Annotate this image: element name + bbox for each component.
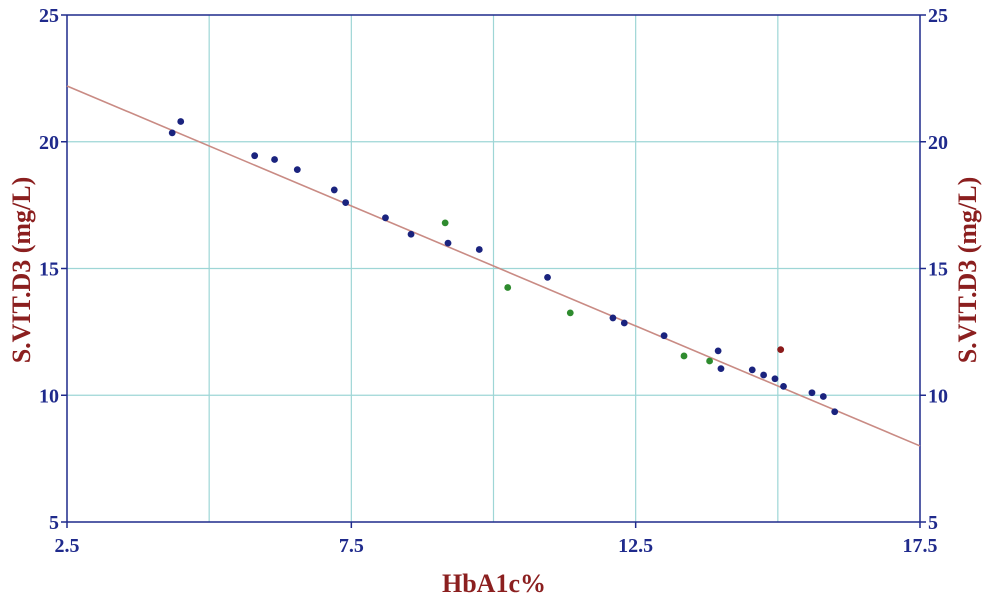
data-point — [777, 346, 785, 354]
data-point — [177, 118, 185, 125]
y-axis-title-right: S.VIT.D3 (mg/L) — [953, 177, 982, 364]
data-point — [441, 219, 449, 227]
y-axis-title-left: S.VIT.D3 (mg/L) — [7, 177, 36, 364]
data-point — [330, 186, 338, 194]
data-point — [382, 214, 389, 222]
trendline — [66, 85, 921, 447]
data-point — [444, 239, 452, 247]
data-point — [714, 347, 722, 355]
data-point — [251, 152, 259, 160]
y-tick-label-left: 25 — [39, 5, 59, 27]
data-point — [771, 375, 779, 383]
y-tick-label-right: 20 — [928, 132, 948, 154]
y-tick-label-right: 15 — [928, 259, 948, 281]
y-tick-label-left: 5 — [49, 512, 59, 534]
grid-layer — [67, 15, 920, 522]
data-point — [660, 332, 668, 340]
data-point — [831, 408, 839, 416]
y-tick-label-right: 10 — [928, 385, 948, 407]
data-point — [566, 309, 574, 317]
y-tick-label-left: 20 — [39, 132, 59, 154]
data-points-layer — [168, 118, 839, 416]
x-tick-label: 17.5 — [903, 535, 938, 557]
data-point — [544, 273, 551, 281]
data-point — [680, 352, 688, 360]
y-tick-label-left: 10 — [39, 385, 59, 407]
x-tick-label: 12.5 — [618, 535, 653, 557]
data-point — [407, 230, 415, 238]
axes-layer — [61, 14, 926, 528]
data-point — [748, 366, 756, 374]
data-point — [717, 365, 725, 373]
data-point — [504, 284, 512, 291]
data-point — [706, 357, 713, 365]
data-point — [293, 166, 301, 174]
x-axis-title: HbA1c% — [442, 569, 546, 598]
data-point — [780, 382, 787, 390]
y-tick-label-right: 5 — [928, 512, 938, 534]
data-point — [342, 199, 350, 206]
data-point — [475, 246, 483, 253]
data-point — [819, 393, 827, 400]
data-point — [808, 389, 816, 397]
x-tick-label: 7.5 — [339, 535, 364, 557]
y-tick-label-left: 15 — [39, 259, 59, 281]
y-tick-label-right: 25 — [928, 5, 948, 27]
data-point — [620, 319, 628, 327]
x-tick-label: 2.5 — [55, 535, 80, 557]
data-point — [271, 156, 278, 163]
data-point — [760, 371, 768, 379]
data-point — [168, 129, 176, 137]
data-point — [609, 314, 617, 322]
trendline-layer — [66, 85, 921, 447]
